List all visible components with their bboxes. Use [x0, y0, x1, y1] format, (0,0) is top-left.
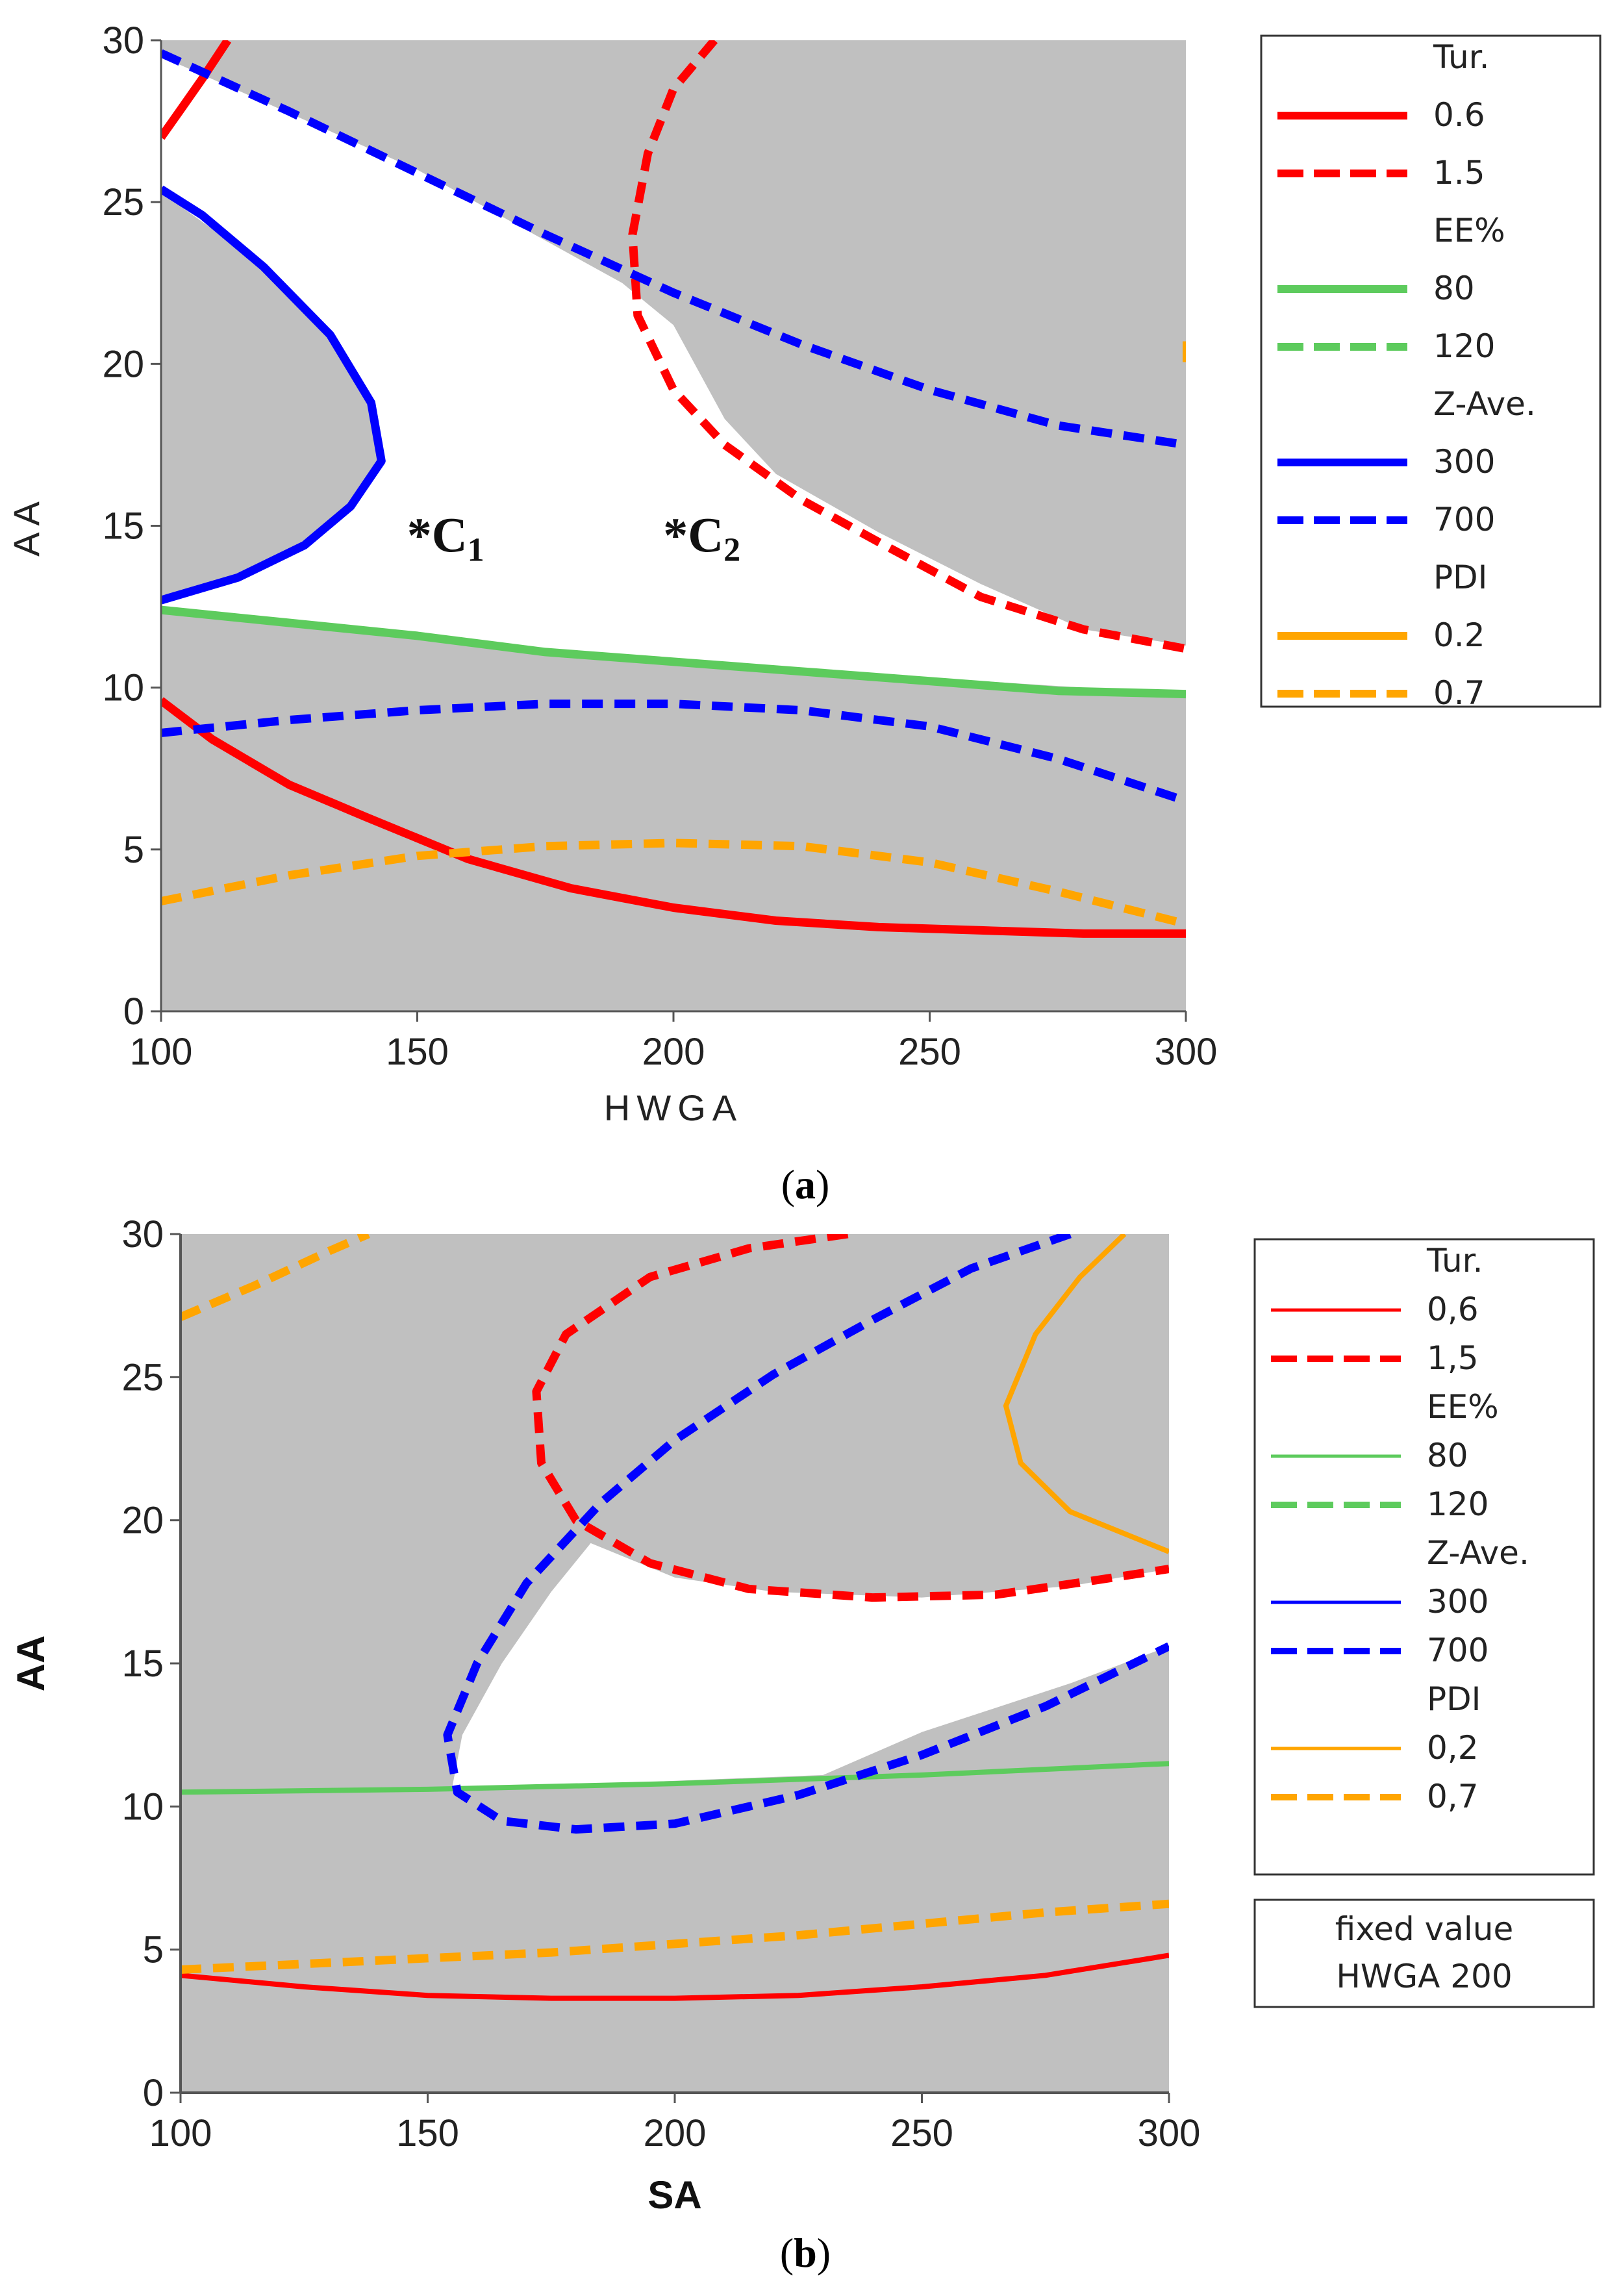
- y-tick-label: 0: [123, 990, 144, 1033]
- y-axis-title: AA: [6, 495, 47, 557]
- legend-entry-label: 80: [1433, 270, 1475, 307]
- series-line-7: [161, 839, 1186, 928]
- plot-area: [181, 1234, 1169, 2001]
- y-tick-label: 25: [102, 181, 144, 223]
- legend-group-title: EE%: [1427, 1388, 1499, 1426]
- legend-box: [1253, 1238, 1595, 1876]
- y-axis-title: AA: [9, 1635, 53, 1692]
- legend-entry-label: 120: [1427, 1485, 1489, 1523]
- y-tick-label: 0: [143, 2072, 164, 2114]
- series-line-1: [532, 1234, 1169, 1602]
- feasible-region: [161, 56, 1186, 694]
- legend-entry-label: 0.2: [1433, 616, 1485, 654]
- legend-entry-label: 0,6: [1427, 1291, 1479, 1328]
- series-line-0: [161, 697, 1186, 938]
- y-tick-label: 30: [102, 19, 144, 62]
- legend-group-title: Z-Ave.: [1433, 385, 1536, 423]
- panel-a: 0 5 10 15 20 25 30 100 150 200 250 300 HWGA AA *C1 *C2 T…: [6, 19, 1602, 1207]
- legend-box: [1260, 34, 1602, 708]
- panel-label: (b): [780, 2230, 831, 2276]
- series-line-2: [181, 1761, 1169, 1795]
- y-tick-label: 20: [102, 343, 144, 385]
- x-tick-label: 300: [1155, 1031, 1218, 1073]
- x-tick-label: 200: [642, 1031, 705, 1073]
- y-tick-label: 10: [102, 667, 144, 709]
- legend-entry-label: 0.6: [1433, 96, 1485, 134]
- annotation-0: *C1: [407, 508, 484, 568]
- legend-group-title: PDI: [1427, 1680, 1481, 1718]
- legend-entry-label: 700: [1433, 501, 1495, 538]
- series-line-1: [161, 40, 232, 140]
- x-tick-label: 250: [898, 1031, 961, 1073]
- y-tick-label: 5: [143, 1929, 164, 1971]
- x-tick-label: 200: [644, 2112, 707, 2154]
- y-tick-label: 30: [121, 1213, 164, 1255]
- series-line-4: [1003, 1234, 1169, 1554]
- legend-group-title: Tur.: [1426, 1242, 1483, 1280]
- legend-group-title: Z-Ave.: [1427, 1534, 1529, 1572]
- x-tick-label: 100: [149, 2112, 212, 2154]
- legend-entry-label: 1.5: [1433, 154, 1485, 192]
- legend-entry-label: 80: [1427, 1437, 1468, 1474]
- fixed-value-title: fixed value: [1335, 1910, 1514, 1948]
- series-line-3: [443, 1234, 1169, 1834]
- x-tick-label: 300: [1138, 2112, 1201, 2154]
- series-line-4: [161, 185, 386, 605]
- feasible-region: [452, 1543, 1169, 1787]
- x-tick-label: 100: [130, 1031, 193, 1073]
- series-line-3: [161, 605, 1186, 699]
- panel-label: (a): [781, 1161, 830, 1207]
- legend-entry-label: 700: [1427, 1632, 1489, 1669]
- legend-entry-label: 0,7: [1427, 1778, 1479, 1815]
- legend-entry-label: 1,5: [1427, 1339, 1479, 1377]
- legend-entry-label: 120: [1433, 327, 1495, 365]
- series-line-6: [161, 700, 1186, 805]
- y-tick-label: 15: [102, 505, 144, 548]
- y-tick-label: 20: [121, 1500, 164, 1542]
- x-axis-title: SA: [647, 2173, 701, 2217]
- legend-group-title: EE%: [1433, 212, 1505, 249]
- x-tick-label: 150: [386, 1031, 449, 1073]
- legend-group-title: Tur.: [1433, 38, 1490, 76]
- legend-entry-label: 300: [1433, 443, 1495, 481]
- x-tick-label: 150: [396, 2112, 459, 2154]
- series-line-0: [181, 1952, 1169, 2001]
- y-tick-label: 15: [121, 1643, 164, 1685]
- panel-b: 0 5 10 15 20 25 30 100 150 200 250 300 SA AA Tur. 0,6 1,…: [9, 1213, 1595, 2276]
- series-line-6: [181, 1234, 370, 1321]
- x-axis-title: HWGA: [604, 1087, 743, 1128]
- legend-entry-label: 300: [1427, 1583, 1489, 1621]
- legend-entry-label: 0,2: [1427, 1729, 1479, 1767]
- y-tick-label: 5: [123, 829, 144, 871]
- legend-group-title: PDI: [1433, 559, 1487, 596]
- plot-area: [161, 40, 1186, 938]
- fixed-value-box: [1253, 1899, 1595, 2008]
- series-line-5: [161, 49, 1186, 449]
- y-tick-label: 25: [121, 1356, 164, 1398]
- x-tick-label: 250: [890, 2112, 953, 2154]
- y-tick-label: 10: [121, 1785, 164, 1828]
- legend-entry-label: 0.7: [1433, 674, 1485, 712]
- annotation-1: *C2: [663, 508, 740, 568]
- series-line-5: [181, 1899, 1169, 1974]
- fixed-value-text: HWGA 200: [1336, 1958, 1512, 1995]
